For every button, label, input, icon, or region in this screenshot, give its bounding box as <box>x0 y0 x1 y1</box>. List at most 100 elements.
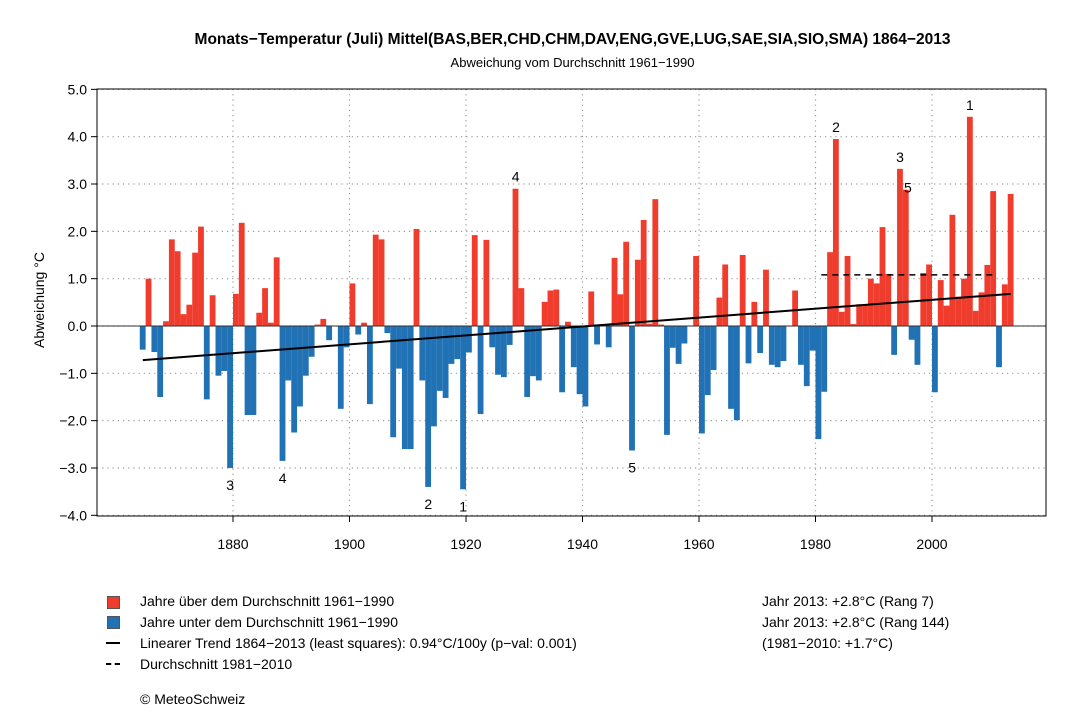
bar-1987 <box>856 304 863 326</box>
bar-1950 <box>640 219 647 326</box>
bar-1961 <box>704 326 711 396</box>
bar-1898 <box>337 326 344 409</box>
plot-frame <box>96 88 1047 517</box>
bar-1940 <box>582 326 589 407</box>
bar-2012 <box>1001 284 1008 326</box>
bar-1989 <box>867 278 874 326</box>
bar-1902 <box>361 322 367 326</box>
bar-2013 <box>1007 193 1014 326</box>
y-tick-label: 5.0 <box>68 81 88 97</box>
bar-1979 <box>809 326 816 351</box>
legend-trend-line-icon <box>106 642 120 644</box>
bar-1934 <box>547 290 554 326</box>
bar-1880 <box>233 293 239 326</box>
bar-2008 <box>978 292 985 326</box>
x-tick-label: 1940 <box>567 536 598 552</box>
bar-1993 <box>891 326 898 355</box>
legend-below: Jahre unter dem Durchschnitt 1961−1990 <box>140 614 398 630</box>
bar-1960 <box>699 326 705 434</box>
bar-1974 <box>780 326 787 362</box>
legend-above: Jahre über dem Durchschnitt 1961−1990 <box>140 593 395 609</box>
bar-1915 <box>436 326 443 391</box>
x-tick-label: 1980 <box>800 536 831 552</box>
rank-labels: 1 2 3 4 5 1 2 3 4 5 <box>226 97 974 514</box>
bar-1983 <box>832 139 839 326</box>
bar-1942 <box>594 326 600 345</box>
bar-1882 <box>244 326 251 415</box>
bar-1926 <box>500 326 507 378</box>
bar-2003 <box>949 214 956 326</box>
legend-dashed-line-icon <box>106 663 120 665</box>
bar-1876 <box>209 295 216 326</box>
bar-1912 <box>419 326 426 381</box>
bar-1937 <box>565 321 571 326</box>
y-tick-label: 0.0 <box>68 318 88 334</box>
bar-1867 <box>157 326 164 397</box>
bar-2011 <box>996 326 1002 368</box>
bar-1909 <box>401 326 408 450</box>
bar-1931 <box>530 326 536 377</box>
bar-1927 <box>506 326 513 345</box>
bar-1919 <box>460 326 466 490</box>
bar-1992 <box>885 273 892 326</box>
bar-1895 <box>320 318 327 326</box>
bar-2004 <box>955 296 962 326</box>
bar-1988 <box>862 304 868 326</box>
bar-1984 <box>838 311 845 326</box>
bar-1965 <box>728 326 734 409</box>
bar-1928 <box>512 188 519 326</box>
rank-label: 3 <box>226 477 234 493</box>
bar-1922 <box>477 326 484 415</box>
bar-1986 <box>850 324 857 326</box>
bar-1872 <box>186 304 193 326</box>
bar-1996 <box>908 326 915 340</box>
bar-1892 <box>302 326 309 376</box>
bar-1941 <box>588 291 595 326</box>
bars <box>139 116 1014 490</box>
bar-1976 <box>792 290 799 326</box>
rank-label: 2 <box>424 496 432 512</box>
bar-1920 <box>466 326 472 353</box>
bar-1893 <box>308 326 315 357</box>
bar-1905 <box>378 239 385 326</box>
bar-1947 <box>623 241 630 326</box>
y-tick-label: −2.0 <box>59 413 87 429</box>
bar-1938 <box>570 326 577 368</box>
bar-1888 <box>279 326 286 461</box>
overlay-lines <box>97 274 1046 362</box>
x-tick-label: 1900 <box>334 536 365 552</box>
legend-swatch-below <box>107 616 120 629</box>
trend-line <box>142 292 1011 362</box>
bar-1954 <box>664 326 670 435</box>
bar-1952 <box>652 199 659 326</box>
y-tick-label: −4.0 <box>59 507 87 523</box>
bar-1982 <box>827 252 833 326</box>
bar-1956 <box>675 326 682 364</box>
note-mean: (1981−2010: +1.7°C) <box>762 635 893 651</box>
bar-1957 <box>681 326 688 344</box>
bar-1968 <box>745 326 752 364</box>
bar-1971 <box>763 269 769 326</box>
bar-2001 <box>937 280 944 326</box>
bar-1973 <box>774 326 781 368</box>
bar-1877 <box>215 326 222 376</box>
bar-1917 <box>448 326 455 364</box>
bar-1964 <box>722 264 729 326</box>
rank-label: 1 <box>459 498 467 514</box>
x-tick-label: 1920 <box>450 536 481 552</box>
bar-2005 <box>961 278 967 326</box>
rank-label: 1 <box>966 97 974 113</box>
bar-1908 <box>396 326 402 369</box>
bar-1889 <box>285 326 292 381</box>
bar-1948 <box>629 326 635 451</box>
bar-1865 <box>145 278 152 326</box>
rank-label: 4 <box>512 169 520 185</box>
bar-1924 <box>489 326 496 348</box>
bar-1985 <box>844 255 851 326</box>
bar-1962 <box>710 326 717 371</box>
bar-1945 <box>611 257 618 326</box>
bar-1887 <box>273 257 280 326</box>
bar-1925 <box>495 326 501 375</box>
bar-1966 <box>733 326 740 421</box>
